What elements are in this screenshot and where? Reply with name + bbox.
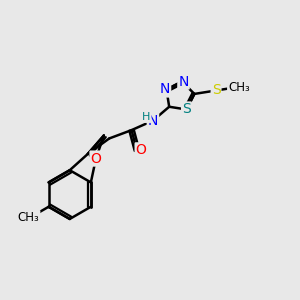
Text: CH₃: CH₃ — [228, 81, 250, 94]
Text: N: N — [178, 75, 189, 88]
Text: H: H — [142, 112, 151, 122]
Text: S: S — [212, 83, 220, 98]
Text: N: N — [160, 82, 170, 97]
Text: O: O — [91, 152, 101, 166]
Text: CH₃: CH₃ — [18, 211, 40, 224]
Text: O: O — [136, 143, 146, 157]
Text: S: S — [182, 103, 191, 116]
Text: N: N — [148, 114, 158, 128]
